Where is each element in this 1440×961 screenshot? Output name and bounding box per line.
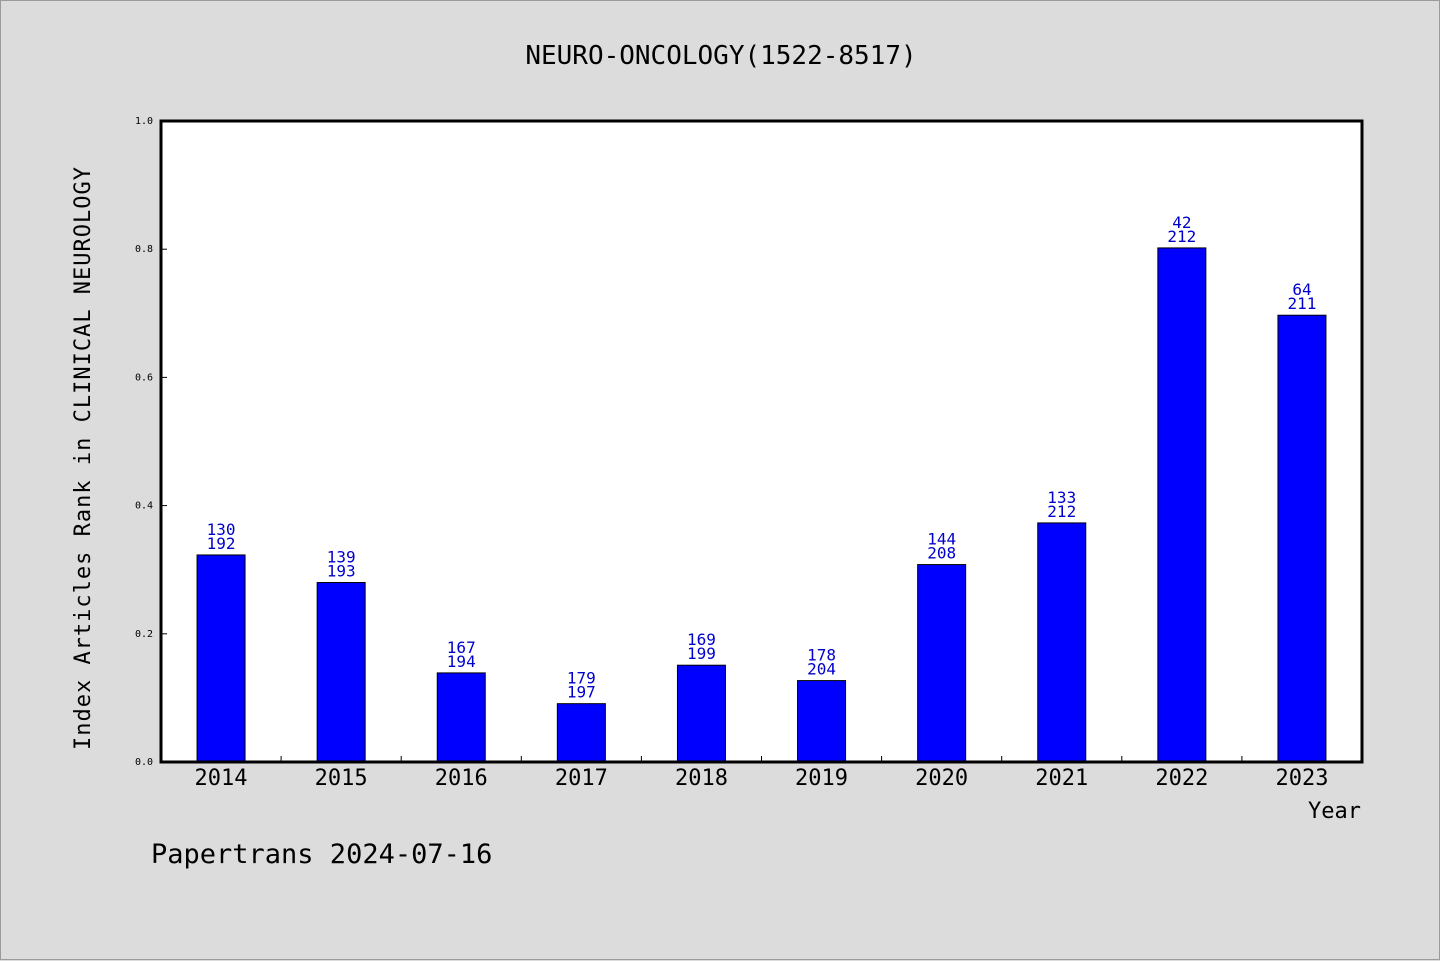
bar-label-bottom-2018: 199 [687, 644, 716, 663]
y-tick-label: 1.0 [135, 116, 153, 127]
bar-label-bottom-2015: 193 [327, 562, 356, 581]
bar-label-bottom-2021: 212 [1047, 502, 1076, 521]
bar-label-top-2018: 169 [687, 630, 716, 649]
bar-label-top-2023: 64 [1292, 280, 1311, 299]
x-tick-label-2020: 2020 [915, 766, 968, 791]
x-axis: 2014 2015 2016 2017 2018 2019 2020 2021 2022 2023 [195, 756, 1328, 791]
y-tick-label: 0.6 [135, 372, 153, 383]
bar-2015 [316, 582, 366, 763]
bar-label-top-2022: 42 [1172, 213, 1191, 232]
chart-title: NEURO-ONCOLOGY(1522-8517) [525, 41, 916, 71]
bar-label-top-2019: 178 [807, 646, 836, 665]
bar-label-bottom-2019: 204 [807, 660, 836, 679]
x-tick-label-2015: 2015 [315, 766, 368, 791]
bar-label-top-2017: 179 [567, 669, 596, 688]
bar-2016 [436, 672, 486, 763]
bar-label-bottom-2016: 194 [447, 652, 476, 671]
y-tick-label: 0.8 [135, 244, 153, 255]
bar-2017 [556, 703, 606, 763]
bars-group [196, 247, 1327, 763]
bar-label-bottom-2023: 211 [1287, 294, 1316, 313]
bar-2019 [797, 680, 847, 763]
x-tick-label-2018: 2018 [675, 766, 728, 791]
x-tick-label-2023: 2023 [1275, 766, 1328, 791]
bar-2020 [917, 564, 967, 763]
bar-label-top-2015: 139 [327, 548, 356, 567]
x-tick-label-2021: 2021 [1035, 766, 1088, 791]
bar-2023 [1277, 314, 1327, 763]
bar-label-bottom-2022: 212 [1167, 227, 1196, 246]
y-tick-label: 0.4 [135, 501, 153, 512]
y-tick-label: 0.0 [135, 757, 153, 768]
bar-label-top-2021: 133 [1047, 488, 1076, 507]
bar-2021 [1037, 522, 1087, 763]
bar-label-bottom-2020: 208 [927, 544, 956, 563]
x-axis-label: Year [1308, 799, 1361, 824]
bar-label-bottom-2014: 192 [207, 534, 236, 553]
y-tick-label: 0.2 [135, 629, 153, 640]
plot-border [159, 119, 1364, 764]
x-tick-label-2014: 2014 [195, 766, 248, 791]
x-tick-label-2022: 2022 [1155, 766, 1208, 791]
bar-2018 [676, 664, 726, 763]
footer-note: Papertrans 2024-07-16 [151, 839, 492, 870]
x-tick-label-2016: 2016 [435, 766, 488, 791]
x-tick-label-2019: 2019 [795, 766, 848, 791]
bar-2022 [1157, 247, 1207, 763]
bar-2014 [196, 554, 246, 763]
y-axis-label: Index Articles Rank in CLINICAL NEUROLOG… [71, 166, 96, 750]
x-tick-label-2017: 2017 [555, 766, 608, 791]
bar-label-top-2014: 130 [207, 520, 236, 539]
bar-label-bottom-2017: 197 [567, 683, 596, 702]
bar-label-top-2020: 144 [927, 530, 956, 549]
bar-label-top-2016: 167 [447, 638, 476, 657]
